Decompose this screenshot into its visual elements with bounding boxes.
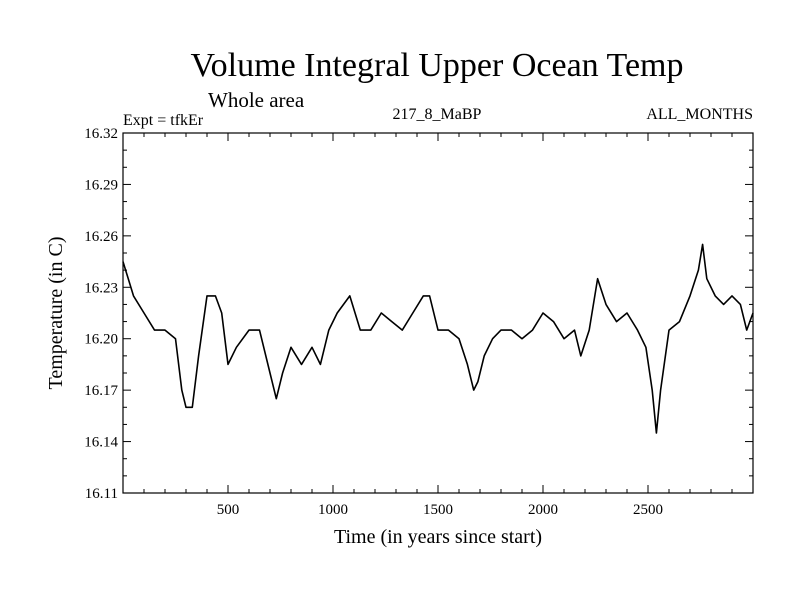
y-tick-label: 16.11 [85, 486, 118, 502]
y-axis-label: Temperature (in C) [45, 237, 67, 390]
y-axis: 16.11 16.14 16.17 16.20 16.23 16.26 16.29 16.32 [84, 126, 753, 502]
y-tick-label: 16.26 [84, 229, 118, 245]
y-tick-label: 16.32 [84, 126, 118, 142]
x-tick-label: 1500 [423, 502, 453, 518]
plot-area: 500 1000 1500 2000 2500 16.11 16.14 16.17 16.20… [84, 126, 754, 518]
x-tick-label: 2000 [528, 502, 558, 518]
x-tick-label: 1000 [318, 502, 348, 518]
months-label: ALL_MONTHS [646, 106, 753, 123]
chart-title: Volume Integral Upper Ocean Temp [191, 47, 684, 84]
plot-frame [122, 132, 754, 494]
chart-subtitle: Whole area [208, 88, 305, 112]
x-tick-label: 2500 [633, 502, 663, 518]
run-label: 217_8_MaBP [393, 106, 482, 123]
y-tick-label: 16.17 [84, 383, 118, 399]
experiment-label: Expt = tfkEr [123, 112, 204, 129]
y-tick-label: 16.14 [84, 435, 118, 451]
y-tick-label: 16.29 [84, 177, 118, 193]
y-tick-label: 16.23 [84, 280, 118, 296]
y-tick-label: 16.20 [84, 332, 118, 348]
x-axis-label: Time (in years since start) [334, 526, 542, 548]
x-axis: 500 1000 1500 2000 2500 [143, 133, 733, 518]
series-line [122, 243, 754, 434]
x-tick-label: 500 [217, 502, 240, 518]
